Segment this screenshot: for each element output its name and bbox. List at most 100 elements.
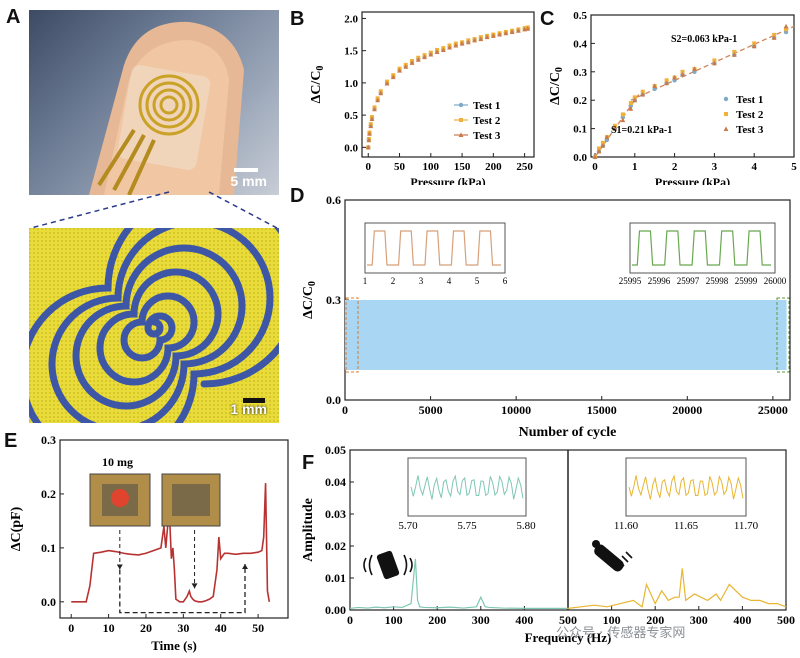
chart-b-point — [453, 42, 459, 48]
chart-c-ytick-label: 0.2 — [573, 95, 587, 107]
chart-c-point — [596, 148, 602, 154]
chart-e-arrow-head-1 — [116, 564, 123, 570]
chart-b-point — [422, 54, 427, 60]
chart-f-inset-right-tick-label: 11.65 — [674, 520, 699, 532]
chart-c-xlabel: Pressure (kPa) — [655, 175, 730, 185]
chart-d-inset-left-tick-label: 3 — [419, 276, 424, 286]
chart-d-cycle-band — [345, 300, 787, 370]
chart-f-inset-left-tick-label: 5.80 — [516, 520, 536, 532]
scale-bar-label-top: 5 mm — [230, 173, 267, 189]
chart-c-point — [600, 143, 606, 148]
chart-d-inset-left-tick-label: 6 — [503, 276, 508, 286]
chart-c-ytick-label: 0.5 — [573, 10, 587, 22]
chart-b-xtick-label: 100 — [423, 161, 440, 173]
chart-c-annotation-s2: S2=0.063 kPa-1 — [671, 34, 737, 45]
chart-c-xtick-label: 4 — [751, 161, 757, 173]
chart-c-point — [771, 35, 777, 40]
chart-b-legend-label: Test 1 — [473, 100, 500, 112]
chart-f-right-xtick-label: 400 — [733, 613, 751, 627]
chart-b-legend-label: Test 2 — [473, 115, 501, 127]
chart-c-point — [784, 27, 789, 32]
panel-label-c: C — [540, 8, 555, 30]
chart-e-xtick-label: 40 — [215, 621, 227, 635]
chart-f-left-xtick-label: 300 — [472, 613, 490, 627]
chart-e-xtick-label: 30 — [177, 621, 189, 635]
chart-c-legend-label: Test 2 — [736, 109, 764, 121]
chart-f-left-xtick-label: 400 — [515, 613, 533, 627]
chart-c-point — [732, 49, 737, 54]
chart-b-point — [478, 36, 484, 42]
chart-f-ytick-label: 0.01 — [325, 571, 346, 585]
chart-b-point — [367, 131, 372, 136]
chart-e-ytick-label: 0.1 — [41, 541, 56, 555]
chart-b-point — [409, 60, 415, 65]
chart-b-point — [503, 30, 509, 36]
chart-c-legend-marker — [723, 96, 729, 102]
chart-d-inset-right-tick-label: 25998 — [706, 276, 729, 286]
chart-e-photo-pad-2 — [172, 484, 210, 516]
scale-bar-label-bottom: 1 mm — [230, 401, 267, 417]
chart-c-point — [680, 69, 685, 74]
chart-c-ytick-label: 0.1 — [573, 124, 587, 136]
fingertip-photo: 5 mm — [29, 10, 279, 195]
chart-d-cycle-stability: 0 5000 10000 15000 20000 25000 0.0 0.3 0.6 Number… — [301, 193, 791, 440]
chart-c-point — [612, 123, 617, 128]
chart-b-point — [415, 57, 421, 62]
chart-d-ytick-label: 0.6 — [326, 193, 341, 207]
chart-c-point — [664, 78, 669, 83]
spiral-electrode-micrograph: 1 mm — [29, 228, 279, 423]
chart-f-left-xtick-label: 0 — [347, 613, 353, 627]
chart-c-legend-marker — [724, 112, 728, 116]
chart-b-point — [472, 37, 477, 43]
chart-b-point — [368, 123, 374, 129]
chart-c-point — [712, 58, 717, 63]
chart-f-right-spectrum — [567, 568, 787, 609]
chart-b-xtick-label: 0 — [366, 161, 372, 173]
chart-c-point — [612, 126, 618, 131]
chart-c-point — [632, 95, 637, 100]
chart-c-point — [752, 41, 757, 46]
chart-e-ytick-label: 0.0 — [41, 595, 56, 609]
chart-c-xtick-label: 0 — [592, 161, 598, 173]
chart-b-ytick-label: 1.0 — [344, 78, 358, 90]
chart-f-vibration-spectrum: 0.00 0.01 0.02 0.03 0.04 0.05 0 100 200 300 400 500… — [301, 443, 795, 645]
chart-b-point — [369, 116, 375, 121]
panel-label-f: F — [302, 452, 315, 474]
chart-c-low-pressure-sensitivity: 0 1 2 3 4 5 0.0 0.1 0.2 0.3 0.4 0.5 Pressure (kPa) ΔC… — [548, 10, 797, 185]
chart-c-point — [592, 154, 598, 159]
chart-d-xtick-label: 20000 — [672, 403, 702, 417]
chart-c-point — [772, 32, 777, 37]
chart-e-return-path — [119, 564, 246, 614]
panel-label-d: D — [290, 185, 305, 207]
chart-d-xtick-label: 25000 — [758, 403, 788, 417]
chart-d-ytick-label: 0.3 — [326, 293, 341, 307]
chart-f-inset-right-waveform — [628, 474, 744, 500]
chart-c-legend-label: Test 1 — [736, 94, 763, 106]
chart-e-weight-icon — [111, 489, 129, 507]
chart-c-point — [628, 101, 633, 106]
chart-f-xlabel: Frequency (Hz) — [525, 630, 612, 645]
chart-c-axes — [590, 14, 795, 158]
chart-b-ytick-label: 0.0 — [344, 142, 358, 154]
zoom-guide-lines — [30, 191, 278, 229]
chart-f-inset-right-tick-label: 11.60 — [614, 520, 639, 532]
chart-c-xtick-label: 5 — [791, 161, 797, 173]
chart-d-inset-left-tick-label: 4 — [447, 276, 452, 286]
chart-c-point — [672, 74, 677, 80]
chart-c-xtick-label: 1 — [632, 161, 638, 173]
chart-e-annotation: 10 mg — [102, 455, 133, 469]
vibration-waves-icon — [363, 554, 413, 576]
toothbrush-vibration-icon — [617, 551, 633, 567]
chart-e-xtick-label: 0 — [68, 621, 74, 635]
chart-b-legend-marker — [459, 118, 463, 122]
chart-b-xtick-label: 150 — [454, 161, 471, 173]
chart-b-axes — [361, 11, 535, 158]
chart-c-point — [680, 72, 685, 77]
chart-f-left-spectrum — [349, 558, 568, 609]
electric-toothbrush-icon — [594, 544, 624, 572]
chart-c-ylabel: ΔC/C0 — [548, 67, 565, 105]
chart-c-point — [783, 23, 789, 29]
chart-d-inset-left-tick-label: 5 — [475, 276, 480, 286]
chart-d-inset-left-tick-label: 1 — [363, 276, 368, 286]
chart-c-ytick-label: 0.0 — [573, 152, 587, 164]
